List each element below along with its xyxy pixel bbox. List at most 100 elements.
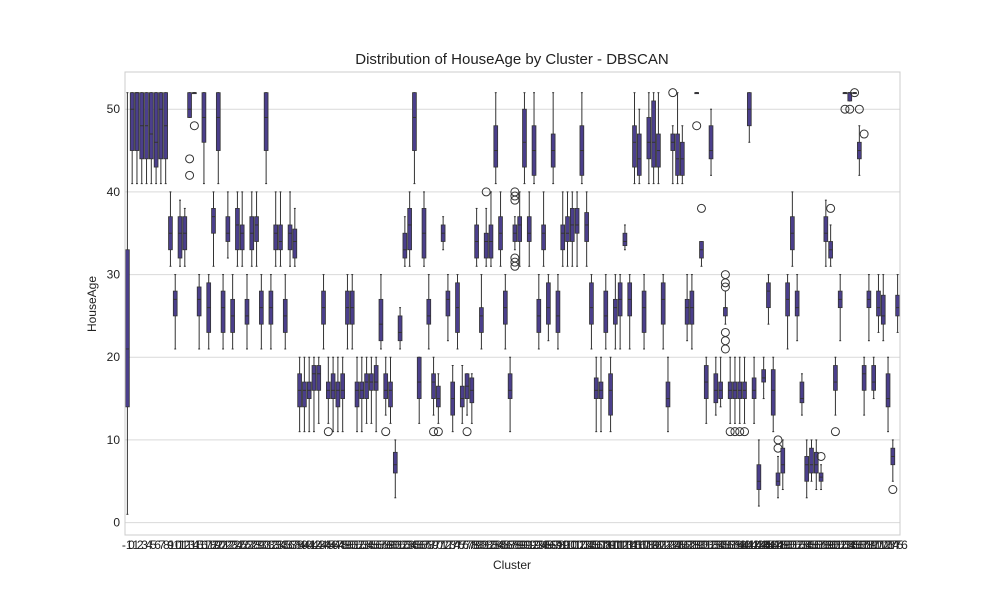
box-cluster-123	[718, 356, 723, 408]
x-tick-label: 12	[177, 538, 191, 552]
box-cluster-18	[215, 92, 221, 185]
box-cluster-24	[244, 274, 250, 350]
box-iqr	[273, 224, 279, 251]
x-tick-label: 148	[766, 538, 786, 552]
box-cluster-43	[335, 356, 341, 433]
box-cluster-55	[392, 439, 398, 499]
x-tick-label: 37	[286, 538, 300, 552]
box-iqr	[335, 381, 341, 408]
x-tick-label: 9	[167, 538, 174, 552]
box-iqr	[799, 381, 805, 404]
x-tick-label: 176	[888, 538, 908, 552]
x-tick-label: 129	[683, 538, 703, 552]
x-tick-label: 115	[623, 538, 642, 552]
box-cluster-36	[302, 356, 307, 433]
x-tick-label: 19	[208, 538, 222, 552]
x-tick-label: 114	[618, 538, 637, 552]
x-tick-label: 149	[770, 538, 790, 552]
x-tick-label: 10	[168, 538, 182, 552]
x-tick-label: 74	[447, 538, 461, 552]
box-cluster-116	[684, 274, 690, 342]
x-tick-label: 132	[696, 538, 716, 552]
box-cluster-30	[273, 191, 279, 267]
box-iqr	[713, 373, 719, 404]
x-tick-label: 8	[163, 538, 170, 552]
outlier-point	[692, 121, 702, 131]
box-cluster-79	[507, 356, 513, 433]
x-tick-label: 16	[195, 538, 209, 552]
box-iqr	[134, 92, 140, 151]
x-tick-label: 170	[862, 538, 882, 552]
box-iqr	[330, 373, 336, 399]
x-tick-label: 62	[395, 538, 409, 552]
box-cluster-140	[799, 373, 805, 416]
x-tick-label: 0	[128, 538, 135, 552]
outlier-point	[859, 129, 869, 139]
x-tick-label: 123	[657, 538, 677, 552]
x-tick-label: 55	[364, 538, 378, 552]
x-tick-label: 126	[670, 538, 690, 552]
x-tick-label: 135	[709, 538, 729, 552]
x-tick-label: 60	[386, 538, 400, 552]
box-cluster-95	[584, 191, 589, 267]
x-tick-label: 2	[137, 538, 144, 552]
x-axis-label: Cluster	[493, 558, 531, 572]
x-tick-label: 89	[512, 538, 526, 552]
box-iqr	[876, 290, 881, 317]
x-tick-label: 101	[561, 538, 581, 552]
box-cluster-106	[636, 108, 642, 185]
x-tick-label: 94	[534, 538, 548, 552]
box-iqr	[651, 100, 656, 168]
box-cluster-148	[837, 274, 843, 342]
outlier-point	[185, 154, 195, 164]
box-cluster-82	[522, 92, 527, 185]
box-cluster-104	[627, 274, 633, 350]
x-tick-label: 134	[705, 538, 725, 552]
x-tick-label: 164	[836, 538, 856, 552]
box-cluster-91	[565, 191, 570, 267]
box-cluster-57	[402, 216, 408, 267]
x-tick-label: 82	[482, 538, 496, 552]
box-iqr	[302, 381, 307, 408]
outlier-point	[720, 344, 730, 354]
x-tick-label: 118	[636, 538, 655, 552]
x-tick-label: 67	[417, 538, 431, 552]
box-cluster-96	[589, 274, 594, 350]
box-iqr	[436, 385, 441, 408]
x-tick-label: 21	[216, 538, 230, 552]
box-cluster-75	[488, 191, 494, 267]
box-cluster-34	[292, 207, 298, 267]
x-tick-label: 36	[282, 538, 296, 552]
box-cluster-48	[359, 356, 365, 433]
x-tick-label: 27	[242, 538, 256, 552]
x-tick-label: 6	[154, 538, 161, 552]
box-cluster-21	[230, 274, 235, 350]
box-iqr	[278, 224, 283, 251]
box-cluster-99	[603, 274, 609, 350]
x-tick-label: 39	[295, 538, 309, 552]
x-tick-label: 152	[783, 538, 803, 552]
box-cluster-15	[201, 92, 207, 185]
box-iqr	[158, 92, 164, 160]
x-tick-label: 127	[674, 538, 694, 552]
box-iqr	[125, 249, 130, 408]
x-tick-label: 48	[334, 538, 348, 552]
x-tick-label: 128	[679, 538, 699, 552]
box-cluster-90	[560, 191, 566, 267]
x-tick-label: 96	[543, 538, 557, 552]
box-cluster-143	[813, 439, 819, 491]
box-iqr	[507, 373, 513, 399]
box-cluster-114	[675, 92, 680, 185]
box-cluster-56	[397, 307, 403, 350]
x-tick-label: 90	[517, 538, 531, 552]
x-tick-label: 13	[181, 538, 195, 552]
x-tick-label: 155	[796, 538, 816, 552]
box-iqr	[833, 365, 838, 391]
box-iqr	[775, 472, 781, 486]
outlier-point	[735, 427, 745, 437]
box-iqr	[675, 133, 680, 176]
x-tick-label: 63	[399, 538, 413, 552]
box-cluster-35	[297, 356, 302, 433]
box-cluster-60	[416, 356, 422, 424]
